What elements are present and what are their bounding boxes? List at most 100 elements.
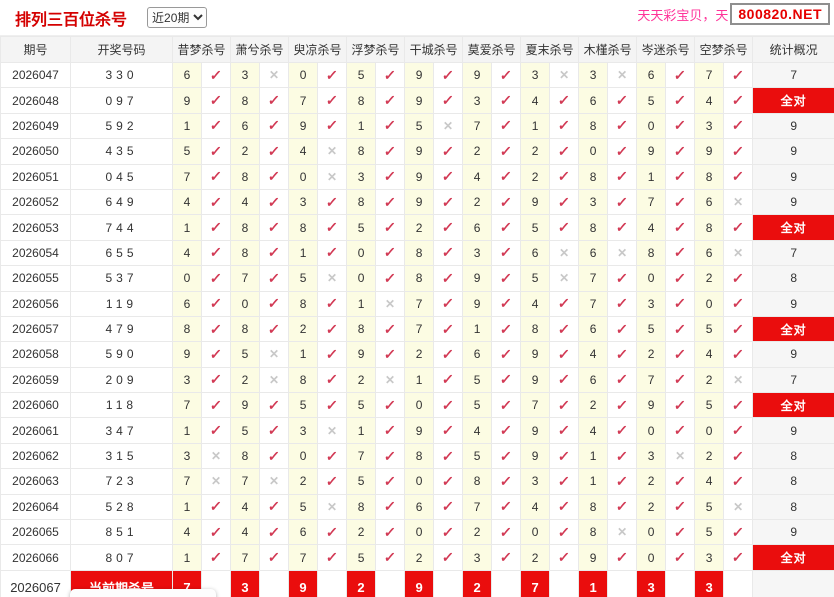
kill-number-cell: 0 bbox=[346, 265, 377, 292]
kill-mark-cell: ✓ bbox=[259, 239, 290, 267]
draw-numbers-cell: 851 bbox=[70, 519, 173, 546]
check-icon: ✓ bbox=[557, 498, 571, 515]
column-header: 臾凉杀号 bbox=[288, 36, 348, 63]
kill-mark-cell: ✓ bbox=[491, 341, 522, 368]
kill-number-cell: 9 bbox=[404, 87, 435, 114]
kill-mark-cell: ✓ bbox=[491, 87, 522, 114]
check-icon: ✓ bbox=[209, 345, 223, 362]
check-icon: ✓ bbox=[383, 269, 397, 286]
kill-mark-cell: ✓ bbox=[433, 468, 464, 495]
stat-cell: 9 bbox=[752, 519, 834, 546]
kill-mark-cell: ✓ bbox=[723, 392, 754, 419]
range-select[interactable]: 近20期 bbox=[147, 7, 208, 28]
check-icon: ✓ bbox=[441, 320, 455, 337]
column-header: 岑迷杀号 bbox=[636, 36, 696, 63]
kill-number-cell: 6 bbox=[230, 112, 261, 140]
kill-mark-cell: ✓ bbox=[200, 290, 232, 317]
check-icon: ✓ bbox=[731, 66, 745, 83]
kill-mark-cell: ✓ bbox=[491, 265, 522, 292]
draw-numbers-cell: 649 bbox=[70, 188, 173, 216]
stat-cell: 全对 bbox=[752, 87, 834, 114]
check-icon: ✓ bbox=[441, 396, 455, 413]
stat-cell: 8 bbox=[752, 442, 834, 470]
kill-mark-cell: ✓ bbox=[200, 265, 232, 292]
period-cell: 2026057 bbox=[0, 315, 71, 343]
check-icon: ✓ bbox=[383, 219, 397, 236]
kill-number-cell: 7 bbox=[462, 112, 493, 140]
kill-number-cell: 3 bbox=[578, 61, 609, 89]
kill-mark-cell: ✓ bbox=[665, 417, 696, 444]
check-icon: ✓ bbox=[673, 422, 687, 439]
stat-cell: 8 bbox=[752, 265, 834, 292]
kill-mark-cell: ✓ bbox=[723, 163, 754, 190]
period-cell: 2026054 bbox=[0, 239, 71, 267]
check-icon: ✓ bbox=[673, 92, 687, 109]
kill-mark-cell: ✓ bbox=[200, 519, 232, 546]
check-icon: ✓ bbox=[499, 193, 513, 210]
check-icon: ✓ bbox=[209, 498, 223, 515]
kill-number-cell: 0 bbox=[578, 138, 609, 165]
kill-number-cell: 0 bbox=[288, 442, 319, 470]
stat-cell: 全对 bbox=[752, 315, 834, 343]
cross-icon: ✕ bbox=[268, 372, 280, 387]
kill-mark-cell: ✓ bbox=[259, 519, 290, 546]
cross-icon: ✕ bbox=[733, 372, 744, 387]
check-icon: ✓ bbox=[673, 371, 687, 388]
kill-mark-cell: ✓ bbox=[491, 188, 522, 216]
column-header: 浮梦杀号 bbox=[346, 36, 406, 63]
stat-cell: 9 bbox=[752, 341, 834, 368]
check-icon: ✓ bbox=[499, 447, 513, 464]
kill-mark-cell: ✓ bbox=[433, 239, 464, 267]
table-row: 2026060 118 7 ✓ 9 ✓ 5 ✓ 5 ✓ 0 ✓ 5 ✓ 7 ✓ 2 ✓ 9 ✓ 5 ✓ 全对 bbox=[0, 392, 834, 419]
kill-mark-cell: ✕ bbox=[433, 112, 464, 140]
current-kill-number-cell: 2 bbox=[346, 569, 377, 597]
draw-numbers-cell: 744 bbox=[70, 214, 173, 241]
check-icon: ✓ bbox=[441, 447, 455, 464]
kill-number-cell: 9 bbox=[404, 188, 435, 216]
kill-mark-cell: ✓ bbox=[433, 265, 464, 292]
check-icon: ✓ bbox=[383, 92, 397, 109]
check-icon: ✓ bbox=[441, 244, 455, 261]
kill-number-cell: 5 bbox=[346, 392, 377, 419]
kill-mark-cell: ✓ bbox=[433, 61, 464, 89]
check-icon: ✓ bbox=[383, 193, 397, 210]
kill-number-cell: 4 bbox=[694, 468, 725, 495]
kill-number-cell: 5 bbox=[462, 442, 493, 470]
site-badge[interactable]: 800820.NET bbox=[730, 3, 830, 25]
cross-icon: ✕ bbox=[210, 449, 222, 464]
table-row: 2026062 315 3 ✕ 8 ✓ 0 ✓ 7 ✓ 8 ✓ 5 ✓ 9 ✓ 1 ✓ 3 ✕ 2 ✓ 8 bbox=[0, 442, 834, 470]
kill-mark-cell: ✓ bbox=[259, 290, 290, 317]
check-icon: ✓ bbox=[673, 66, 687, 83]
check-icon: ✓ bbox=[499, 117, 513, 134]
kill-number-cell: 8 bbox=[230, 315, 261, 343]
kill-mark-cell: ✓ bbox=[317, 188, 348, 216]
check-icon: ✓ bbox=[557, 447, 571, 464]
stat-cell: 9 bbox=[752, 417, 834, 444]
check-icon: ✓ bbox=[499, 320, 513, 337]
kill-number-cell: 3 bbox=[636, 290, 667, 317]
check-icon: ✓ bbox=[209, 295, 223, 312]
kill-number-cell: 8 bbox=[462, 468, 493, 495]
kill-mark-cell: ✓ bbox=[200, 61, 232, 89]
check-icon: ✓ bbox=[557, 396, 571, 413]
kill-number-cell: 3 bbox=[288, 417, 319, 444]
cross-icon: ✕ bbox=[559, 271, 570, 286]
kill-number-cell: 4 bbox=[172, 188, 202, 216]
kill-number-cell: 2 bbox=[288, 468, 319, 495]
kill-number-cell: 8 bbox=[636, 239, 667, 267]
check-icon: ✓ bbox=[383, 168, 397, 185]
kill-mark-cell: ✓ bbox=[200, 417, 232, 444]
page-title: 排列三百位杀号 bbox=[15, 11, 128, 29]
kill-mark-cell: ✓ bbox=[607, 138, 638, 165]
kill-number-cell: 3 bbox=[462, 239, 493, 267]
kill-number-cell: 6 bbox=[578, 239, 609, 267]
kill-mark-cell: ✓ bbox=[549, 341, 580, 368]
kill-number-cell: 8 bbox=[578, 163, 609, 190]
draw-numbers-cell: 119 bbox=[70, 290, 173, 317]
period-cell: 2026065 bbox=[0, 519, 71, 546]
check-icon: ✓ bbox=[499, 549, 513, 566]
check-icon: ✓ bbox=[441, 549, 455, 566]
kill-number-cell: 2 bbox=[462, 519, 493, 546]
promo-text: 天天彩宝贝，天 bbox=[637, 7, 729, 23]
